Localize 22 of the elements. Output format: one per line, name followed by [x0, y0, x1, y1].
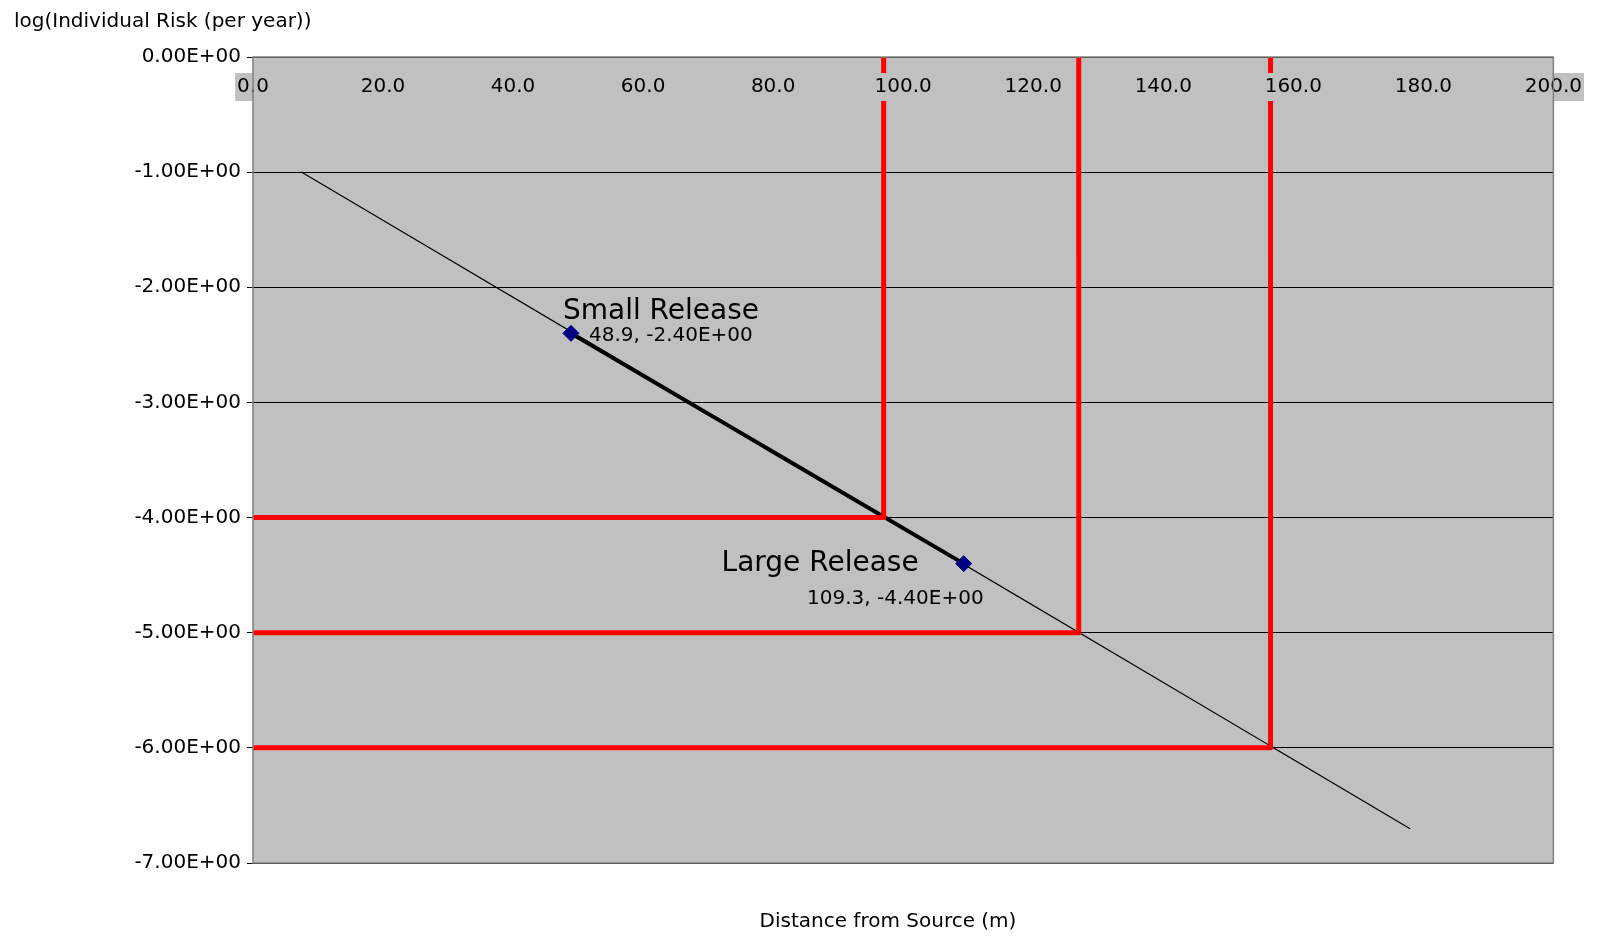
- x-axis-title: Distance from Source (m): [758, 908, 1018, 932]
- x-tick-label: 100.0: [874, 73, 932, 98]
- y-tick-label: -5.00E+00: [134, 618, 241, 643]
- x-tick-label: 80.0: [750, 73, 796, 98]
- data-label: 109.3, -4.40E+00: [807, 584, 984, 609]
- x-tick-label: 160.0: [1264, 73, 1322, 98]
- x-tick-label: 140.0: [1134, 73, 1192, 98]
- y-tick-label: -4.00E+00: [134, 503, 241, 528]
- y-tick-label: -1.00E+00: [134, 158, 241, 183]
- x-tick-label: 180.0: [1394, 73, 1452, 98]
- x-tick-label: 20.0: [360, 73, 406, 98]
- x-tick-label: 40.0: [490, 73, 536, 98]
- y-tick-label: -3.00E+00: [134, 388, 241, 413]
- y-tick-label: -2.00E+00: [134, 273, 241, 298]
- y-tick-label: -6.00E+00: [134, 734, 241, 759]
- y-tick-label: -7.00E+00: [134, 849, 241, 874]
- series-label: Large Release: [721, 544, 919, 578]
- x-tick-label: 120.0: [1004, 73, 1062, 98]
- x-tick-label: 0.0: [237, 73, 269, 98]
- x-tick-label: 60.0: [620, 73, 666, 98]
- y-tick-label: 0.00E+00: [141, 43, 241, 68]
- y-axis-title: log(Individual Risk (per year)): [14, 8, 312, 32]
